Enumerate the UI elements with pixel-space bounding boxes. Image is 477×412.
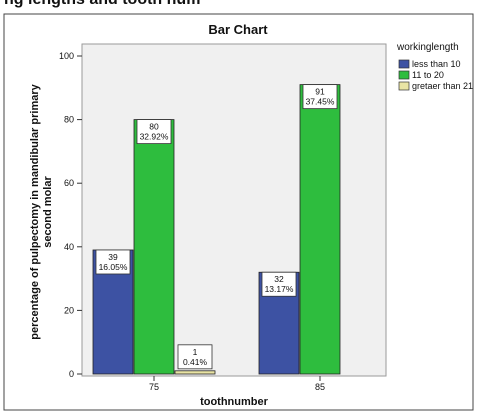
data-label-percent: 0.41% xyxy=(183,357,208,367)
data-label-box xyxy=(302,84,338,110)
y-tick-label: 100 xyxy=(59,51,74,61)
chart-border xyxy=(3,13,474,411)
legend-swatch xyxy=(398,70,410,80)
y-axis-label-line-2: second molar xyxy=(42,176,54,248)
bar-gretaer-than-21-75 xyxy=(174,370,216,375)
data-label-percent: 32.92% xyxy=(140,132,169,142)
y-tick-label: 60 xyxy=(64,178,74,188)
data-label-box xyxy=(95,249,131,275)
page-heading-fragment: ng lengths and tooth num xyxy=(4,0,200,9)
page-heading-strip: ng lengths and tooth num xyxy=(0,0,477,14)
bar-11-to-20-75 xyxy=(133,119,175,375)
bar-11-to-20-85 xyxy=(299,84,341,375)
y-tick-label: 0 xyxy=(69,369,74,379)
y-tick-label: 80 xyxy=(64,115,74,125)
y-tick-label: 20 xyxy=(64,305,74,315)
data-label-box xyxy=(136,119,172,144)
y-axis-label: percentage of pulpectomy in mandibular p… xyxy=(29,83,54,339)
y-tick-label: 40 xyxy=(64,242,74,252)
data-label-count: 32 xyxy=(274,274,284,284)
data-label-percent: 13.17% xyxy=(265,284,294,294)
legend-label: less than 10 xyxy=(412,59,461,69)
x-axis-ticks: 75 85 xyxy=(149,376,325,392)
data-label-box xyxy=(177,344,213,370)
legend-label: 11 to 20 xyxy=(412,70,444,80)
legend-swatch xyxy=(398,59,410,69)
x-axis-label: toothnumber xyxy=(200,396,269,408)
chart-title: Bar Chart xyxy=(208,22,268,37)
legend-title: workinglength xyxy=(396,42,459,53)
bars-group xyxy=(92,84,341,375)
data-label-count: 91 xyxy=(315,87,325,97)
data-label-count: 1 xyxy=(193,347,198,357)
data-label: 10.41% xyxy=(177,344,213,370)
legend-label: gretaer than 21 xyxy=(412,81,473,91)
data-label-percent: 16.05% xyxy=(99,262,128,272)
legend-swatch xyxy=(398,81,410,91)
data-label-count: 39 xyxy=(108,252,118,262)
y-axis-label-line-1: percentage of pulpectomy in mandibular p… xyxy=(29,83,41,339)
data-label-box xyxy=(261,271,297,297)
y-axis-ticks: 0 20 40 60 80 100 xyxy=(59,51,82,379)
data-label-percent: 37.45% xyxy=(306,97,335,107)
data-label-count: 80 xyxy=(149,122,159,132)
x-tick-label: 75 xyxy=(149,382,159,392)
x-tick-label: 85 xyxy=(315,382,325,392)
